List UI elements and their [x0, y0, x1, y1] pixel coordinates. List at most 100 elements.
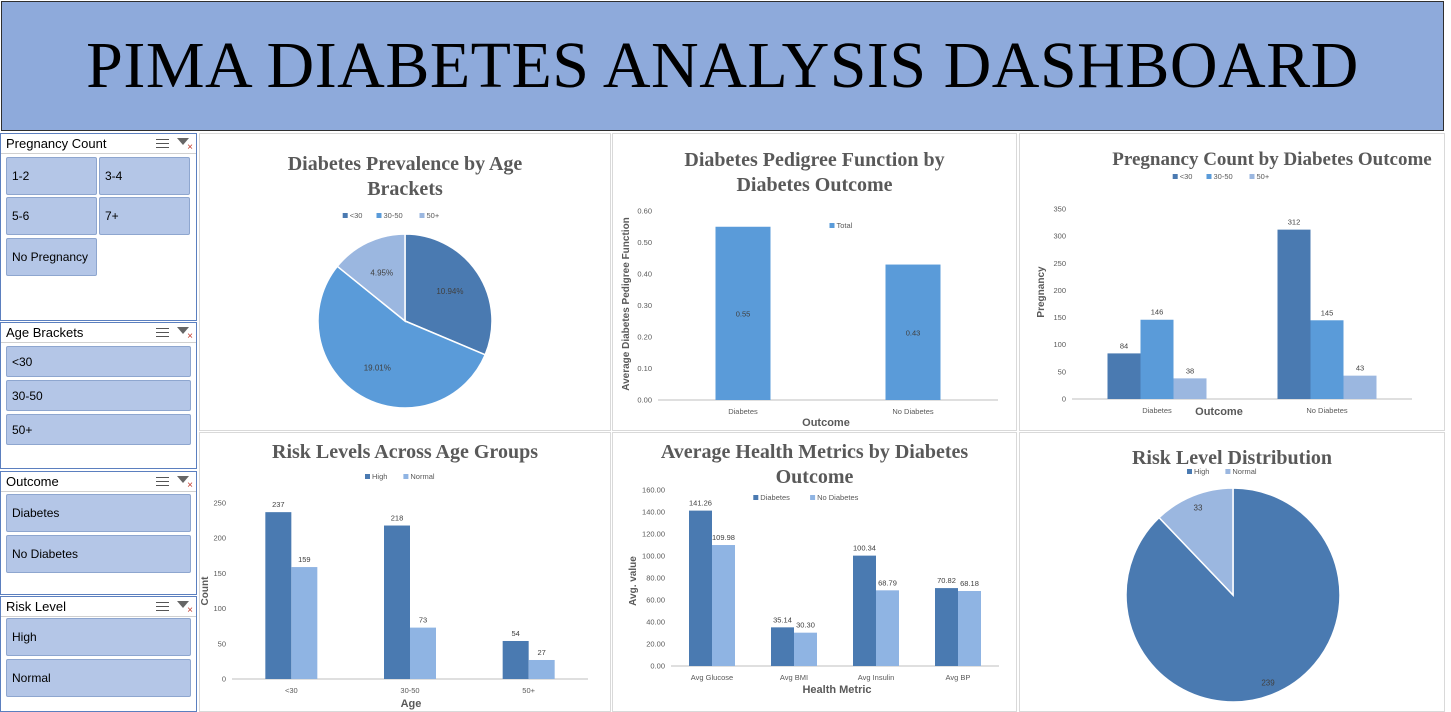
data-label-under-30-diabetes: 84: [1120, 341, 1128, 350]
legend-swatch-no-diabetes: [810, 495, 816, 500]
slicer-item-high[interactable]: High: [6, 618, 191, 656]
y-tick-label: 350: [1053, 205, 1066, 214]
legend-label-diabetes: Diabetes: [760, 493, 790, 502]
data-label-normal-under-30: 159: [298, 555, 311, 564]
slicer-title: Risk Level: [6, 599, 66, 614]
slicer-item-3-4[interactable]: 3-4: [99, 157, 190, 195]
y-tick-label: 0.00: [650, 662, 665, 671]
slicer-title: Outcome: [6, 474, 59, 489]
legend-label-50-plus: 50+: [427, 211, 440, 220]
y-tick-label: 300: [1053, 232, 1066, 241]
bar-under-30-no-diabetes: [1277, 229, 1311, 399]
data-label-total-no-diabetes: 0.43: [906, 328, 921, 337]
bar-normal-50-plus: [528, 659, 555, 679]
chart-panel-risk-age: Risk Levels Across Age Groups 0 50 100 150 2…: [199, 432, 611, 712]
multi-select-icon[interactable]: [156, 327, 169, 338]
legend-swatch-under-30: [342, 213, 348, 218]
y-tick-label: 100: [213, 604, 226, 613]
bar-no-diabetes-avg-glucose: [712, 545, 735, 666]
y-tick-label: 160.00: [642, 486, 665, 495]
legend-label-30-50: 30-50: [384, 211, 403, 220]
y-tick-label: 150: [1053, 313, 1066, 322]
legend-label-high: High: [1194, 467, 1209, 476]
slicer-item-30-50[interactable]: 30-50: [6, 380, 191, 411]
slicer-item-under-30[interactable]: <30: [6, 346, 191, 377]
health-metrics-bar-chart: 0.00 20.00 40.00 60.00 80.00 100.00 120.00 140.…: [628, 486, 999, 696]
slicer-item-7-plus[interactable]: 7+: [99, 197, 190, 235]
y-tick-label: 50: [1058, 367, 1066, 376]
x-axis-title: Outcome: [802, 417, 850, 429]
y-tick-label: 0.10: [637, 364, 652, 373]
data-label-diabetes-avg-glucose: 141.26: [689, 499, 712, 508]
slicer-item-50-plus[interactable]: 50+: [6, 414, 191, 445]
y-axis-title: Avg. value: [628, 556, 639, 606]
age-prevalence-pie-chart: 10.94% 19.01% 4.95% <30 30-50 50+: [317, 211, 493, 409]
y-tick-label: 80.00: [646, 574, 665, 583]
x-tick-label-30-50: 30-50: [400, 686, 419, 695]
legend-label-under-30: <30: [350, 211, 363, 220]
data-label-normal-50-plus: 27: [537, 648, 545, 657]
data-label-under-30-no-diabetes: 312: [1288, 218, 1301, 227]
y-tick-label: 0: [222, 675, 226, 684]
y-tick-label: 40.00: [646, 618, 665, 627]
bar-high-under-30: [265, 512, 292, 679]
data-label-no-diabetes-avg-bmi: 30.30: [796, 621, 815, 630]
slicer-item-diabetes[interactable]: Diabetes: [6, 494, 191, 532]
legend-swatch-high: [365, 474, 370, 479]
bar-normal-30-50: [410, 627, 436, 679]
x-tick-label-diabetes: Diabetes: [1142, 406, 1172, 415]
bar-diabetes-avg-bmi: [771, 627, 794, 666]
clear-filter-icon[interactable]: [177, 138, 193, 153]
bar-normal-under-30: [291, 567, 318, 679]
y-tick-label: 0: [1062, 395, 1066, 404]
bar-total-diabetes: [715, 226, 771, 400]
pregnancy-bar-chart: 0 50 100 150 200 250 300 350 84 146 38 Diabetes 312 1…: [1036, 172, 1412, 418]
clear-filter-icon[interactable]: [177, 327, 193, 342]
y-tick-label: 0.50: [637, 238, 652, 247]
x-axis-title: Age: [401, 698, 422, 710]
data-label-no-diabetes-avg-bp: 68.18: [960, 579, 979, 588]
y-axis-title: Pregnancy: [1036, 266, 1047, 318]
data-label-50-plus-no-diabetes: 43: [1356, 364, 1364, 373]
clear-filter-icon[interactable]: [177, 476, 193, 491]
pie-slice-30-50: [317, 265, 487, 409]
slicer-item-1-2[interactable]: 1-2: [6, 157, 97, 195]
chart-title: Diabetes Prevalence by Age Brackets: [287, 153, 523, 200]
multi-select-icon[interactable]: [156, 476, 169, 487]
dashboard-header: PIMA DIABETES ANALYSIS DASHBOARD: [1, 1, 1444, 131]
chart-title: Risk Levels Across Age Groups: [272, 441, 538, 463]
bar-no-diabetes-avg-bmi: [794, 632, 817, 666]
multi-select-icon[interactable]: [156, 138, 169, 149]
clear-filter-icon[interactable]: [177, 601, 193, 616]
x-tick-label-under-30: <30: [285, 686, 298, 695]
slicer-item-normal[interactable]: Normal: [6, 659, 191, 697]
slicer-title: Age Brackets: [6, 325, 84, 340]
x-tick-label-avg-bmi: Avg BMI: [780, 673, 808, 682]
data-label-30-50-diabetes: 146: [1151, 308, 1164, 317]
chart-title: Pregnancy Count by Diabetes Outcome: [1112, 149, 1432, 170]
y-tick-label: 0.40: [637, 270, 652, 279]
slicer-item-5-6[interactable]: 5-6: [6, 197, 97, 235]
legend-label-normal: Normal: [410, 472, 435, 481]
data-label-diabetes-avg-insulin: 100.34: [853, 544, 876, 553]
risk-distribution-pie-chart: 239 33 High Normal: [1125, 467, 1341, 703]
data-label-no-diabetes-avg-glucose: 109.98: [712, 533, 735, 542]
legend-swatch-high: [1187, 469, 1192, 474]
bar-50-plus-diabetes: [1173, 378, 1207, 399]
chart-panel-health-metrics: Average Health Metrics by Diabetes Outco…: [612, 432, 1017, 712]
data-label-50-plus: 4.95%: [370, 268, 393, 277]
slicer-item-no-pregnancy[interactable]: No Pregnancy: [6, 238, 97, 276]
slicer-title: Pregnancy Count: [6, 136, 107, 151]
data-label-high-30-50: 218: [391, 514, 404, 523]
legend-swatch-30-50: [1206, 174, 1212, 179]
data-label-normal: 33: [1194, 504, 1203, 513]
x-tick-label-avg-insulin: Avg Insulin: [858, 673, 895, 682]
chart-panel-risk-distribution: Risk Level Distribution 239 33 High Normal: [1019, 432, 1445, 712]
chart-panel-age-prevalence: Diabetes Prevalence by Age Brackets 10.9…: [199, 133, 611, 431]
slicer-item-no-diabetes[interactable]: No Diabetes: [6, 535, 191, 573]
bar-total-no-diabetes: [885, 264, 941, 400]
pie-slice-50-plus: [336, 233, 406, 323]
bar-diabetes-avg-bp: [935, 588, 958, 666]
multi-select-icon[interactable]: [156, 601, 169, 612]
legend-label-under-30: <30: [1180, 172, 1193, 181]
